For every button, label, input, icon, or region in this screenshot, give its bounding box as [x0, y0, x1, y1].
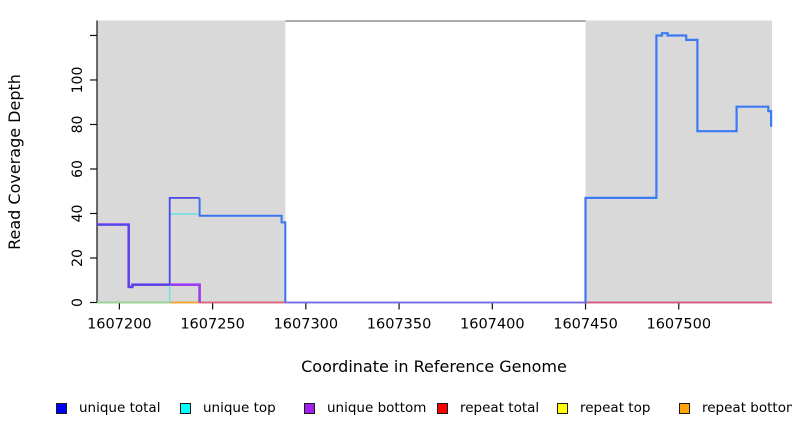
- x-tick-label: 1607500: [646, 317, 711, 333]
- x-tick-label: 1607450: [553, 317, 618, 333]
- unique-top-swatch-icon: [180, 402, 191, 414]
- repeat-top-swatch-icon: [557, 402, 568, 414]
- repeat-total-swatch-icon: [437, 402, 448, 414]
- x-tick-label: 1607350: [367, 317, 432, 333]
- series-unique-total-mid: [198, 197, 287, 303]
- y-tick-label: 40: [70, 205, 86, 223]
- y-tick-label: 20: [70, 249, 86, 267]
- x-tick-label: 1607250: [180, 317, 245, 333]
- series-unique-total-right: [584, 32, 773, 303]
- legend-item-unique-total: unique total: [56, 396, 160, 420]
- legend-item-repeat-top: repeat top: [557, 396, 650, 420]
- y-tick-label: 60: [70, 160, 86, 178]
- legend-label: unique top: [203, 400, 276, 416]
- legend-item-unique-bottom: unique bottom: [304, 396, 426, 420]
- y-axis-title: Read Coverage Depth: [5, 74, 24, 250]
- legend-item-repeat-bottom: repeat bottom: [679, 396, 792, 420]
- unique-total-swatch-icon: [56, 402, 67, 414]
- x-tick-label: 1607300: [274, 317, 339, 333]
- y-tick-label: 100: [70, 67, 86, 94]
- x-tick-label: 1607400: [460, 317, 525, 333]
- x-tick-label: 1607200: [87, 317, 152, 333]
- legend-label: unique total: [79, 400, 161, 416]
- legend-label: unique bottom: [327, 400, 427, 416]
- legend-item-repeat-total: repeat total: [437, 396, 539, 420]
- legend-label: repeat total: [460, 400, 540, 416]
- legend-label: repeat bottom: [702, 400, 792, 416]
- y-tick-label: 0: [70, 298, 86, 307]
- x-axis-title: Coordinate in Reference Genome: [301, 357, 567, 376]
- legend-label: repeat top: [580, 400, 651, 416]
- y-tick-label: 80: [70, 116, 86, 134]
- shaded-region: [585, 20, 772, 303]
- shaded-region: [97, 20, 286, 303]
- repeat-bottom-swatch-icon: [679, 402, 690, 414]
- series-unique-total-left: [97, 196, 200, 288]
- legend-item-unique-top: unique top: [180, 396, 276, 420]
- legend: unique total unique top unique bottom re…: [0, 396, 792, 420]
- unique-bottom-swatch-icon: [304, 402, 315, 414]
